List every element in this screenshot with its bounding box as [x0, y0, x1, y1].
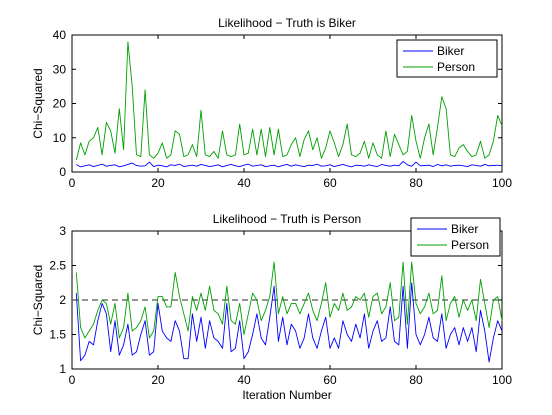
series-line-person [75, 261, 503, 339]
legend-label-person: Person [437, 60, 475, 74]
x-tick-label: 60 [323, 176, 337, 190]
legend-box-2 [410, 217, 501, 257]
series-line-person [75, 41, 503, 161]
x-axis-label-2: Iteration Number [242, 388, 331, 402]
y-tick-label: 1.5 [49, 328, 66, 342]
x-tick-label: 100 [492, 176, 512, 190]
y-tick-label: 0 [59, 165, 66, 179]
x-tick-label: 40 [237, 373, 251, 387]
y-tick-label: 40 [53, 28, 67, 42]
y-tick-label: 1 [59, 362, 66, 376]
x-tick-label: 100 [492, 373, 512, 387]
y-axis-label-1: Chi−Squared [31, 68, 45, 138]
legend-box-1 [396, 39, 498, 78]
x-tick-label: 60 [323, 373, 337, 387]
series-line-biker [76, 160, 503, 168]
y-tick-label: 10 [53, 131, 67, 145]
series-line-biker [75, 282, 503, 363]
y-tick-label: 2 [59, 293, 66, 307]
x-tick-label: 80 [409, 373, 423, 387]
chart-title-1: Likelihood − Truth is Biker [218, 16, 356, 30]
x-tick-label: 40 [237, 176, 251, 190]
x-tick-label: 20 [151, 373, 165, 387]
y-tick-label: 30 [53, 62, 67, 76]
y-axis-label-2: Chi−Squared [31, 265, 45, 335]
x-tick-label: 0 [69, 373, 76, 387]
legend-label-biker: Biker [437, 44, 464, 58]
x-tick-label: 80 [409, 176, 423, 190]
y-tick-label: 20 [53, 97, 67, 111]
x-tick-label: 0 [69, 176, 76, 190]
x-tick-label: 20 [151, 176, 165, 190]
legend-label-biker: Biker [451, 222, 478, 236]
legend-label-person: Person [451, 238, 489, 252]
y-tick-label: 3 [59, 224, 66, 238]
y-tick-label: 2.5 [49, 259, 66, 273]
chart-title-2: Likelihood − Truth is Person [213, 212, 361, 226]
